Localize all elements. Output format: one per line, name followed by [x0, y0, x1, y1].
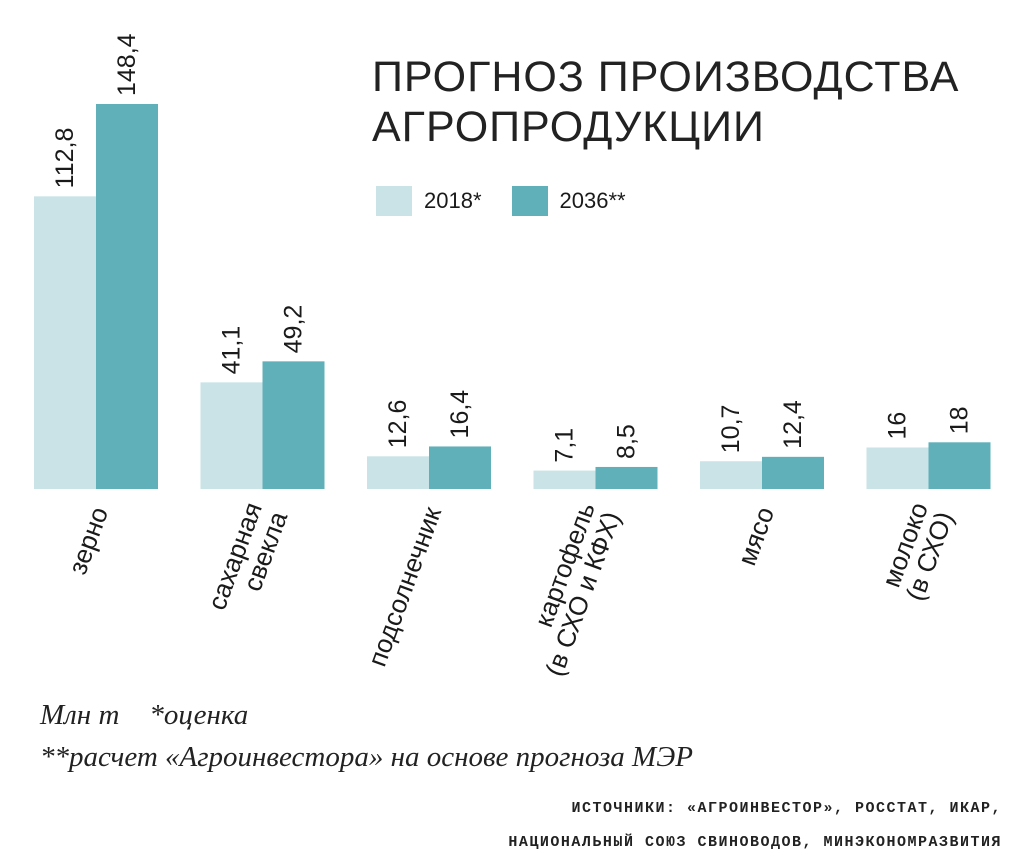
- legend-item-2036: 2036**: [511, 186, 626, 216]
- bar-2036: [429, 446, 491, 489]
- bar-value-label: 41,1: [218, 326, 246, 375]
- estimate-note: *оценка: [149, 699, 249, 731]
- chart-legend: 2018* 2036**: [376, 184, 656, 218]
- chart-title-line-2: АГРОПРОДУКЦИИ: [372, 103, 765, 151]
- unit-note: Млн т: [40, 699, 120, 731]
- chart-title: ПРОГНОЗ ПРОИЗВОДСТВА АГРОПРОДУКЦИИ: [372, 52, 1012, 152]
- category-label: молоко(в СХО): [876, 498, 960, 604]
- bar-2018: [367, 456, 429, 489]
- bar-value-label: 16: [884, 412, 912, 440]
- category-label: картофель(в СХО и КФХ): [528, 498, 626, 680]
- bar-2036: [762, 456, 824, 489]
- bar-2018: [34, 196, 96, 489]
- sources-note: ИСТОЧНИКИ: «АГРОИНВЕСТОР», РОССТАТ, ИКАР…: [508, 792, 1002, 860]
- category-label-line: мясо: [731, 503, 780, 569]
- legend-swatch-2036: [511, 186, 548, 216]
- calculation-note: **расчет «Агроинвестора» на основе прогн…: [40, 741, 693, 773]
- sources-line-1: ИСТОЧНИКИ: «АГРОИНВЕСТОР», РОССТАТ, ИКАР…: [571, 800, 1002, 817]
- category-label-line: подсолнечник: [362, 502, 448, 670]
- category-label: мясо: [731, 503, 780, 569]
- bar-value-label: 148,4: [113, 33, 141, 96]
- bar-value-label: 7,1: [551, 428, 579, 463]
- bar-2018: [533, 470, 596, 489]
- bar-2036: [262, 361, 325, 489]
- legend-item-2018: 2018*: [376, 186, 482, 216]
- note-row-1: Млн т *оценка: [40, 694, 693, 736]
- chart-title-line-1: ПРОГНОЗ ПРОИЗВОДСТВА: [372, 53, 960, 101]
- bar-2018: [866, 447, 929, 489]
- bar-value-label: 18: [946, 406, 974, 434]
- bar-value-label: 112,8: [51, 128, 79, 189]
- bar-value-label: 10,7: [717, 405, 745, 454]
- bar-value-label: 49,2: [280, 305, 308, 354]
- category-label: зерно: [62, 503, 114, 578]
- bar-value-label: 12,6: [384, 400, 412, 449]
- bar-value-label: 16,4: [446, 390, 474, 439]
- sources-line-2: НАЦИОНАЛЬНЫЙ СОЮЗ СВИНОВОДОВ, МИНЭКОНОМР…: [508, 834, 1002, 851]
- bar-2036: [595, 466, 658, 489]
- category-label-line: зерно: [62, 503, 114, 578]
- bar-value-label: 8,5: [613, 424, 641, 459]
- bar-2036: [96, 104, 158, 489]
- chart-notes: Млн т *оценка **расчет «Агроинвестора» на…: [40, 694, 693, 778]
- bar-value-label: 12,4: [779, 400, 807, 449]
- bar-2036: [928, 442, 991, 489]
- bar-2018: [200, 382, 263, 489]
- bar-2018: [700, 461, 762, 489]
- legend-swatch-2018: [376, 186, 412, 216]
- legend-label-2018: 2018*: [424, 188, 482, 213]
- category-label: подсолнечник: [362, 502, 448, 670]
- legend-label-2036: 2036**: [559, 188, 626, 213]
